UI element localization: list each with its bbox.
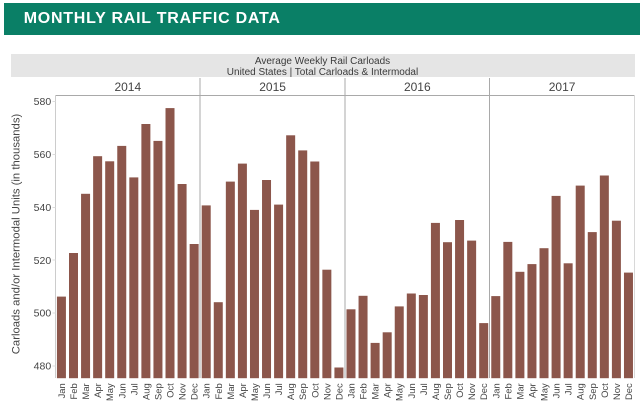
svg-text:Jul: Jul <box>273 383 284 395</box>
svg-text:2017: 2017 <box>549 80 576 94</box>
svg-text:Jun: Jun <box>116 383 127 398</box>
svg-text:Jul: Jul <box>128 383 139 395</box>
svg-text:Dec: Dec <box>189 383 200 400</box>
svg-text:2014: 2014 <box>114 80 141 94</box>
svg-text:Jan: Jan <box>345 383 356 398</box>
svg-text:Feb: Feb <box>502 383 513 399</box>
svg-text:Dec: Dec <box>333 383 344 400</box>
svg-text:Oct: Oct <box>165 383 176 398</box>
svg-text:Mar: Mar <box>370 383 381 399</box>
svg-text:Feb: Feb <box>358 383 369 399</box>
svg-text:Nov: Nov <box>177 383 188 400</box>
svg-text:Jun: Jun <box>551 383 562 398</box>
svg-text:Feb: Feb <box>68 383 79 399</box>
svg-text:Nov: Nov <box>466 383 477 400</box>
svg-text:Oct: Oct <box>454 383 465 398</box>
svg-text:Mar: Mar <box>514 383 525 399</box>
svg-text:520: 520 <box>34 255 52 267</box>
svg-text:Sep: Sep <box>297 383 308 400</box>
svg-text:580: 580 <box>34 96 52 108</box>
svg-text:560: 560 <box>34 149 52 161</box>
svg-text:2016: 2016 <box>404 80 431 94</box>
svg-text:Sep: Sep <box>442 383 453 400</box>
svg-text:Dec: Dec <box>478 383 489 400</box>
svg-text:Jul: Jul <box>563 383 574 395</box>
svg-text:Jun: Jun <box>261 383 272 398</box>
svg-text:Nov: Nov <box>321 383 332 400</box>
svg-text:Sep: Sep <box>587 383 598 400</box>
svg-text:Feb: Feb <box>213 383 224 399</box>
svg-text:Jan: Jan <box>490 383 501 398</box>
svg-text:480: 480 <box>34 361 52 373</box>
svg-text:Jan: Jan <box>201 383 212 398</box>
svg-text:May: May <box>249 383 260 401</box>
svg-text:Nov: Nov <box>611 383 622 400</box>
svg-text:Dec: Dec <box>623 383 634 400</box>
svg-text:Apr: Apr <box>237 383 248 398</box>
svg-text:Mar: Mar <box>80 383 91 399</box>
svg-text:Sep: Sep <box>152 383 163 400</box>
svg-text:Jul: Jul <box>418 383 429 395</box>
svg-text:Aug: Aug <box>430 383 441 400</box>
svg-text:Apr: Apr <box>526 383 537 398</box>
svg-text:2015: 2015 <box>259 80 286 94</box>
svg-text:540: 540 <box>34 202 52 214</box>
svg-text:Aug: Aug <box>285 383 296 400</box>
svg-text:Aug: Aug <box>140 383 151 400</box>
svg-text:Oct: Oct <box>599 383 610 398</box>
svg-text:Carloads and/or Intermodal Uni: Carloads and/or Intermodal Units (in tho… <box>11 114 23 355</box>
svg-text:Jan: Jan <box>56 383 67 398</box>
svg-text:May: May <box>539 383 550 401</box>
svg-text:Jun: Jun <box>406 383 417 398</box>
svg-text:500: 500 <box>34 308 52 320</box>
svg-text:Aug: Aug <box>575 383 586 400</box>
svg-text:Mar: Mar <box>225 383 236 399</box>
svg-text:Oct: Oct <box>309 383 320 398</box>
svg-text:May: May <box>394 383 405 401</box>
svg-text:May: May <box>104 383 115 401</box>
svg-text:Apr: Apr <box>382 383 393 398</box>
svg-text:Apr: Apr <box>92 383 103 398</box>
